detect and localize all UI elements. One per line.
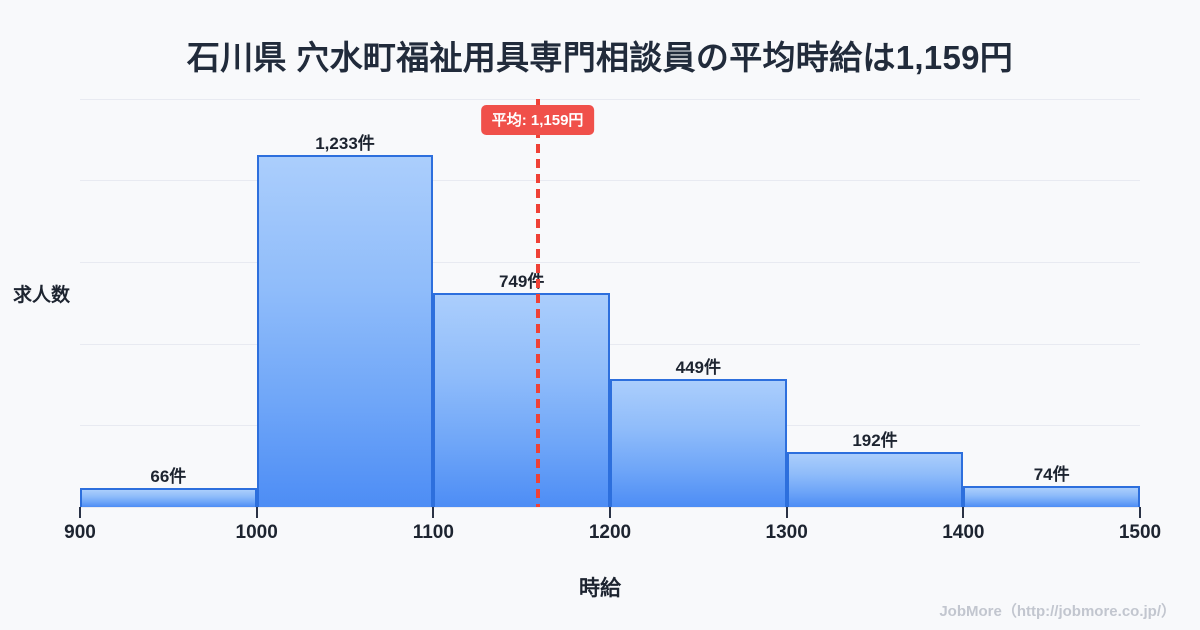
gridline [80,99,1140,100]
x-axis-tick-label: 1500 [1118,522,1162,543]
bar[interactable] [963,485,1140,507]
x-axis-tick-label: 1400 [942,522,985,543]
average-label-badge: 平均: 1,159円 [480,105,595,135]
bar[interactable] [610,378,787,507]
bar[interactable] [786,452,964,507]
x-axis-tick-label: 1300 [765,522,808,543]
gridline [80,180,1140,182]
bar[interactable] [433,293,610,507]
x-axis-tick [79,507,81,518]
bar[interactable] [80,488,257,507]
bar[interactable] [256,154,434,507]
gridline [80,343,1140,345]
x-axis-tick [785,507,788,518]
bar-value-label: 192件 [852,431,898,451]
page-title: 石川県 穴水町福祉用具専門相談員の平均時給は1,159円 [186,39,1014,76]
x-axis-tick [1139,507,1141,518]
bar-value-label: 449件 [675,357,722,377]
x-axis-tick-label: 1200 [588,522,632,543]
y-axis-title: 求人数 [13,285,71,306]
x-axis-tick-label: 1000 [235,522,278,543]
bar-value-label: 74件 [1033,464,1070,484]
chart-plot-area: 66件 1,233件 749件 449件 192件 74件 900 1000 1100 1200 1… [64,99,1161,543]
watermark: JobMore（http://jobmore.co.jp/） [939,603,1176,620]
x-axis-tick-label: 900 [64,522,96,543]
x-axis-title: 時給 [579,577,621,600]
x-axis-tick [255,507,258,518]
gridline [80,262,1140,264]
x-axis-tick-label: 1100 [412,522,454,543]
average-line [535,99,540,507]
bar-value-label: 66件 [150,467,187,487]
bar-value-label: 749件 [498,272,545,291]
x-axis-tick [962,507,965,518]
x-axis-tick [432,507,435,518]
x-axis-tick [609,507,611,518]
bar-value-label: 1,233件 [315,133,375,153]
